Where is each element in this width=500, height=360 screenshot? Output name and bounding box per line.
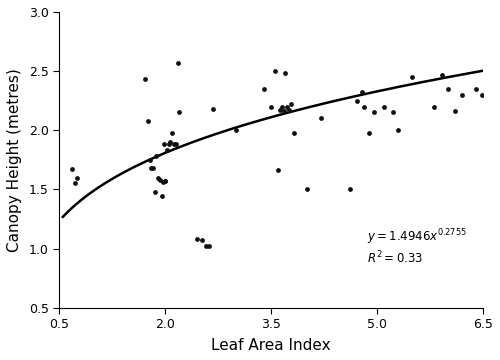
Point (346, 186, 354, 192)
Point (408, 74, 416, 80)
Point (160, 141, 168, 147)
Point (451, 108, 459, 114)
Point (158, 194, 166, 199)
X-axis label: Leaf Area Index: Leaf Area Index (212, 338, 331, 353)
Point (150, 189, 158, 195)
Point (172, 141, 180, 147)
Point (68, 166, 76, 172)
Point (162, 148, 170, 153)
Point (147, 165, 155, 171)
Point (290, 130, 298, 135)
Y-axis label: Canopy Height (metres): Canopy Height (metres) (7, 68, 22, 252)
Point (380, 104, 388, 109)
Point (302, 186, 310, 192)
Point (370, 109, 378, 115)
Point (364, 130, 372, 135)
Point (202, 243, 209, 249)
Point (472, 86, 480, 92)
Point (267, 104, 275, 109)
Point (260, 86, 268, 92)
Point (438, 72, 446, 77)
Point (152, 153, 160, 159)
Point (316, 116, 324, 121)
Point (174, 60, 182, 66)
Point (146, 157, 154, 163)
Point (71, 181, 79, 186)
Point (478, 92, 486, 98)
Point (165, 141, 173, 147)
Point (388, 109, 396, 115)
Point (154, 175, 162, 180)
Point (168, 130, 176, 135)
Point (166, 139, 174, 145)
Point (193, 236, 201, 242)
Point (282, 71, 290, 76)
Point (159, 179, 167, 185)
Point (142, 76, 150, 82)
Point (73, 175, 81, 180)
Point (148, 165, 156, 171)
Point (210, 106, 218, 112)
Point (232, 127, 240, 133)
Point (162, 178, 170, 184)
Point (176, 109, 184, 115)
Point (458, 92, 466, 98)
Point (170, 141, 177, 147)
Point (354, 98, 362, 104)
Point (162, 178, 170, 184)
Point (444, 86, 452, 92)
Point (430, 104, 438, 109)
Point (287, 101, 295, 107)
Point (278, 104, 286, 109)
Point (280, 108, 288, 114)
Point (394, 127, 402, 133)
Point (156, 177, 164, 183)
Point (283, 104, 291, 109)
Point (360, 104, 368, 109)
Point (270, 68, 278, 74)
Point (358, 90, 366, 95)
Point (144, 118, 152, 124)
Point (205, 243, 213, 249)
Text: $y = 1.4946x^{0.2755}$
$R^{2} = 0.33$: $y = 1.4946x^{0.2755}$ $R^{2} = 0.33$ (366, 228, 466, 266)
Point (198, 237, 206, 243)
Point (274, 168, 282, 174)
Point (285, 107, 293, 113)
Point (276, 107, 283, 113)
